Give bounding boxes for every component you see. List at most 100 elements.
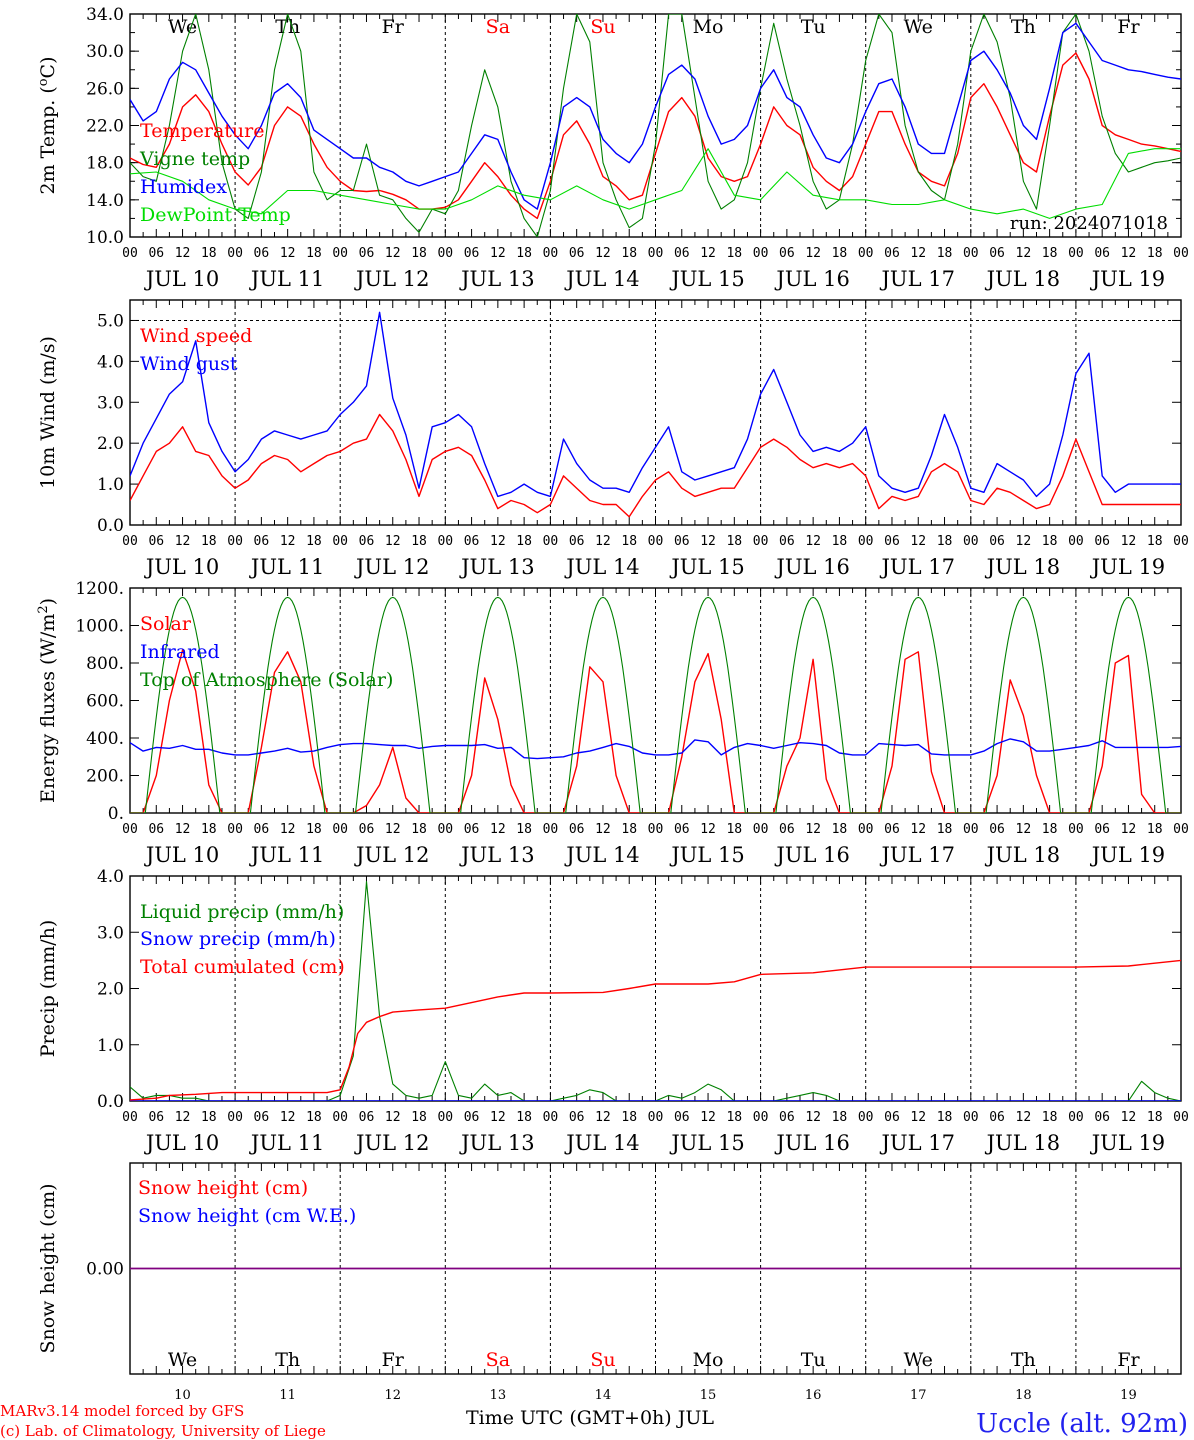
y-tick-label: 30.0 — [86, 42, 124, 62]
legend-entry: Vigne temp — [139, 148, 250, 170]
hour-label: 12 — [700, 822, 716, 837]
hour-label: 18 — [621, 822, 637, 837]
y-tick-label: 0.0 — [97, 1092, 124, 1112]
hour-label: 12 — [1121, 822, 1137, 837]
day-name-label: Fr — [382, 1349, 405, 1371]
date-label: JUL 10 — [144, 555, 219, 579]
legend-entry: Liquid precip (mm/h) — [140, 901, 344, 923]
hour-label: 18 — [1147, 1110, 1163, 1125]
hour-label: 12 — [490, 822, 506, 837]
hour-label: 18 — [1042, 246, 1058, 261]
hour-label: 06 — [884, 822, 900, 837]
day-name-label: Tu — [801, 16, 826, 38]
hour-label: 00 — [332, 246, 348, 261]
day-number-label: 14 — [595, 1388, 612, 1403]
date-label: JUL 14 — [564, 267, 639, 291]
hour-label: 06 — [569, 822, 585, 837]
hour-label: 12 — [910, 1110, 926, 1125]
hour-label: 12 — [1016, 1110, 1032, 1125]
hour-label: 18 — [411, 534, 427, 549]
hour-label: 12 — [595, 534, 611, 549]
date-label: JUL 13 — [459, 843, 534, 867]
hour-label: 06 — [148, 246, 164, 261]
hour-label: 06 — [989, 822, 1005, 837]
hour-label: 00 — [963, 822, 979, 837]
hour-label: 00 — [1068, 246, 1084, 261]
hour-label: 12 — [280, 1110, 296, 1125]
date-label: JUL 12 — [354, 267, 429, 291]
plot-frame — [129, 299, 1182, 526]
date-label: JUL 17 — [880, 843, 955, 867]
legend-entry: DewPoint Temp — [140, 204, 291, 226]
day-number-label: 15 — [700, 1388, 717, 1403]
hour-label: 18 — [832, 822, 848, 837]
day-name-label: We — [168, 1349, 197, 1371]
hour-label: 18 — [201, 822, 217, 837]
legend-entry: Top of Atmosphere (Solar) — [140, 669, 393, 691]
hour-label: 00 — [858, 1110, 874, 1125]
hour-label: 18 — [937, 246, 953, 261]
hour-label: 12 — [910, 246, 926, 261]
hour-label: 06 — [779, 534, 795, 549]
hour-label: 12 — [1016, 534, 1032, 549]
y-tick-label: 0. — [108, 804, 124, 824]
hour-label: 12 — [805, 246, 821, 261]
hour-label: 06 — [989, 1110, 1005, 1125]
hour-label: 18 — [516, 1110, 532, 1125]
day-name-label: We — [904, 1349, 933, 1371]
y-tick-label: 10.0 — [86, 228, 124, 248]
hour-label: 00 — [858, 534, 874, 549]
hour-label: 00 — [227, 822, 243, 837]
hour-label: 00 — [332, 1110, 348, 1125]
y-tick-label: 5.0 — [97, 311, 124, 331]
y-tick-label: 200. — [86, 767, 124, 787]
hour-label: 06 — [569, 534, 585, 549]
day-name-label: Th — [1011, 16, 1036, 38]
hour-label: 18 — [516, 246, 532, 261]
day-name-label: Sa — [486, 16, 510, 38]
date-label: JUL 19 — [1090, 555, 1165, 579]
hour-label: 06 — [1094, 246, 1110, 261]
hour-label: 12 — [385, 534, 401, 549]
y-axis-label: 10m Wind (m/s) — [37, 336, 59, 489]
date-label: JUL 18 — [985, 555, 1060, 579]
hour-label: 12 — [175, 246, 191, 261]
hour-label: 00 — [1068, 822, 1084, 837]
hour-label: 06 — [674, 1110, 690, 1125]
hour-label: 18 — [201, 1110, 217, 1125]
series-group — [130, 881, 1181, 1101]
hour-label: 00 — [858, 246, 874, 261]
date-label: JUL 15 — [669, 1131, 744, 1155]
y-axis-label: Snow height (cm) — [37, 1183, 59, 1353]
hour-label: 18 — [937, 534, 953, 549]
hour-label: 18 — [1147, 246, 1163, 261]
hour-label: 06 — [148, 822, 164, 837]
day-number-label: 13 — [490, 1388, 507, 1403]
panels: 10.0 14.0 18.0 22.0 26.0 30.0 34.0 We Th Fr Sa Su Mo… — [36, 5, 1189, 1403]
hour-label: 12 — [1121, 534, 1137, 549]
hour-label: 18 — [1042, 534, 1058, 549]
hour-label: 12 — [280, 822, 296, 837]
hour-label: 06 — [148, 1110, 164, 1125]
series-group — [130, 311, 1181, 518]
legend-entry: Snow height (cm W.E.) — [138, 1205, 356, 1227]
y-tick-label: 3.0 — [97, 393, 124, 413]
hour-label: 12 — [175, 822, 191, 837]
hour-label: 18 — [621, 1110, 637, 1125]
series-line-temperature — [130, 52, 1181, 220]
hour-label: 12 — [910, 822, 926, 837]
y-tick-label: 14.0 — [86, 191, 124, 211]
hour-label: 00 — [753, 246, 769, 261]
day-name-label: Th — [1011, 1349, 1036, 1371]
date-label: JUL 19 — [1090, 1131, 1165, 1155]
date-label: JUL 15 — [669, 555, 744, 579]
hour-label: 18 — [306, 246, 322, 261]
y-tick-label: 1200. — [75, 579, 124, 599]
date-label: JUL 13 — [459, 555, 534, 579]
station-label: Uccle (alt. 92m) — [976, 1409, 1188, 1439]
hour-label: 18 — [411, 246, 427, 261]
day-name-label: Tu — [801, 1349, 826, 1371]
series-line-wind-gust — [130, 311, 1181, 498]
hour-label: 06 — [674, 534, 690, 549]
